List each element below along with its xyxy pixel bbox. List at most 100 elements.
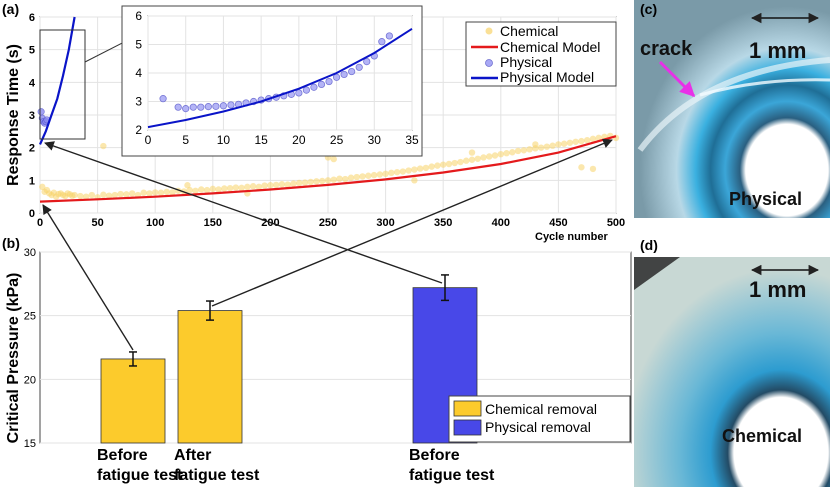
inset-data-point: [385, 32, 393, 40]
inset-data-point: [212, 102, 220, 110]
inset-y-tick-label: 6: [135, 9, 142, 23]
data-point: [330, 176, 337, 183]
x-tick-label: 500: [607, 217, 625, 229]
data-point: [105, 192, 113, 199]
cross-panel-arrows: [42, 138, 613, 351]
series-line: [38, 16, 76, 145]
bar-tick-labels: 15 20 25 30 Before fatigue test After fatigue t…: [24, 247, 495, 484]
x-tick-label: 450: [549, 217, 567, 229]
panel-label-d: (d): [640, 237, 658, 253]
inset-data-point: [310, 83, 318, 91]
data-point: [226, 184, 234, 192]
data-point: [411, 166, 418, 173]
legend-label-physical-model: Physical Model: [500, 69, 594, 85]
data-point: [393, 168, 401, 176]
data-point: [100, 191, 107, 198]
data-point: [468, 149, 476, 156]
x-tick-label: 150: [204, 217, 222, 229]
y-axis-label: Response Time (s): [5, 44, 22, 186]
inset-x-tick-label: 20: [292, 133, 306, 147]
inset-data-point: [174, 103, 182, 111]
bars: [100, 274, 478, 444]
legend-label-physical: Physical: [500, 54, 552, 70]
inset-data-point: [219, 102, 228, 110]
data-point: [445, 160, 453, 168]
x-tick-label: 50: [91, 217, 103, 229]
y-tick-label: 2: [29, 143, 35, 155]
data-point: [71, 191, 78, 199]
data-point: [353, 173, 360, 181]
inset-x-tick-label: 5: [182, 133, 189, 147]
inset-marks: [147, 27, 413, 129]
legend-swatch-physical: [485, 59, 493, 67]
y-tick-label: 0: [29, 208, 35, 220]
data-point: [347, 174, 355, 181]
data-point: [313, 178, 320, 185]
inset-x-tick-label: 30: [368, 133, 382, 147]
data-point: [480, 154, 487, 161]
inset-data-point: [227, 101, 235, 109]
x-tick-label: 250: [319, 217, 337, 229]
data-point: [215, 186, 222, 193]
x-tick-label: 350: [434, 217, 452, 229]
category-label: fatigue test: [97, 467, 183, 484]
data-point: [184, 182, 191, 189]
data-point: [365, 172, 372, 179]
inset-data-point: [348, 67, 356, 76]
data-point: [39, 183, 46, 191]
inset-x-tick-label: 15: [254, 133, 268, 147]
inset-x-tick-label: 25: [330, 133, 344, 147]
data-point: [186, 186, 193, 194]
panel-label-a: (a): [2, 1, 19, 17]
x-tick-label: 100: [146, 217, 164, 229]
data-point: [255, 183, 263, 191]
bar-y-tick-label: 25: [24, 311, 36, 323]
inset-y-tick-label: 2: [135, 123, 142, 137]
data-point: [203, 186, 211, 194]
data-point: [514, 147, 522, 155]
data-point: [474, 155, 481, 162]
inset-x-tick-label: 10: [217, 133, 231, 147]
data-point: [100, 142, 107, 150]
scale-label-c: 1 mm: [749, 38, 806, 63]
inset-data-point: [325, 77, 333, 86]
photo-physical: (c) crack 1 mm Physical: [634, 0, 830, 218]
category-label: Before: [409, 447, 460, 464]
response-time-chart: 0501001502002503003504004505000123456 (a…: [2, 1, 625, 243]
data-point: [520, 147, 528, 154]
data-point: [497, 151, 504, 158]
bar-y-tick-label: 15: [24, 438, 36, 450]
crack-label: crack: [640, 38, 693, 60]
tick-labels: 0501001502002503003504004505000123456: [29, 12, 625, 229]
data-point: [468, 156, 476, 163]
caption-c: Physical: [729, 189, 802, 209]
data-point: [272, 181, 280, 189]
bar-y-tick-label: 20: [24, 374, 36, 386]
inset-data-point: [363, 57, 371, 66]
inset-data-point: [295, 89, 303, 97]
zoom-box: [39, 29, 86, 140]
data-point: [336, 175, 343, 182]
scale-label-d: 1 mm: [749, 277, 806, 302]
inset-data-point: [159, 95, 167, 103]
data-point: [491, 152, 499, 159]
data-point: [238, 184, 245, 192]
data-point: [342, 175, 349, 183]
data-point: [463, 157, 470, 164]
bar: [177, 310, 243, 444]
arrow-chem-before: [42, 204, 134, 351]
data-point: [555, 141, 562, 148]
data-point: [169, 189, 176, 196]
data-point: [543, 143, 551, 150]
data-point: [123, 191, 130, 198]
inset-data-point: [197, 103, 205, 111]
inset-data-point: [302, 86, 310, 94]
bar-legend: Chemical removal Physical removal: [448, 395, 631, 443]
series-line: [39, 135, 617, 203]
data-point: [566, 139, 574, 146]
data-point: [399, 168, 407, 175]
data-point: [434, 162, 441, 169]
data-point: [111, 191, 119, 199]
y-tick-label: 5: [29, 45, 35, 57]
